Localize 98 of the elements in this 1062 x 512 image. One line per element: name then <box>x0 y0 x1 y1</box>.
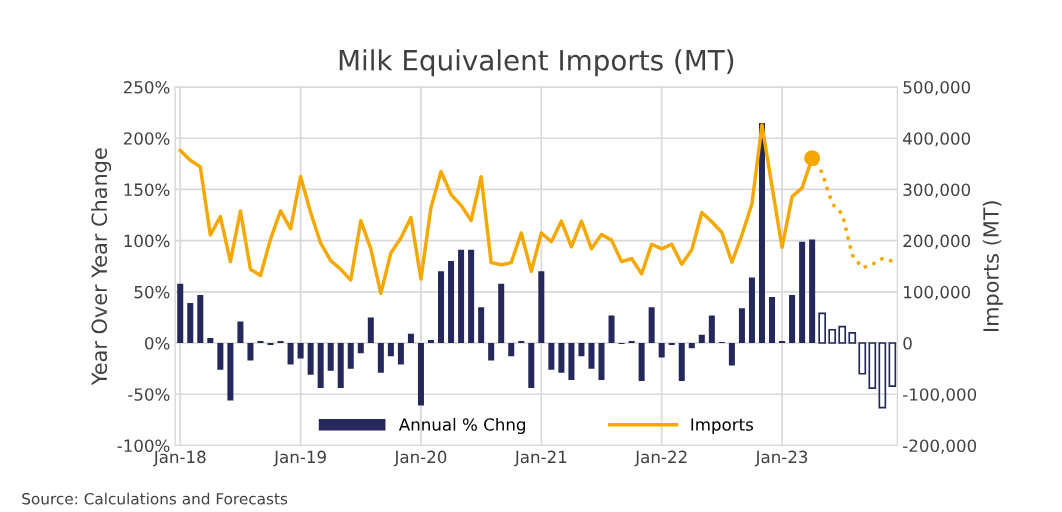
bar <box>277 340 284 344</box>
legend-label: Imports <box>691 418 754 435</box>
y-tick-label: -100% <box>117 439 170 453</box>
y-tick-label: 150% <box>124 183 170 197</box>
bar <box>628 340 635 344</box>
bar <box>638 343 645 381</box>
bar <box>327 343 334 371</box>
bar <box>588 343 595 369</box>
bar <box>548 343 555 370</box>
source-note: Source: Calculations and Forecasts <box>22 492 288 505</box>
bar <box>578 343 585 357</box>
bar <box>868 342 877 389</box>
chart-title: Milk Equivalent Imports (MT) <box>339 49 734 77</box>
bar <box>267 343 274 346</box>
x-tick-label: Jan-19 <box>273 450 326 467</box>
bar <box>558 343 565 373</box>
bar <box>458 249 465 344</box>
bar <box>387 343 394 357</box>
y2-tick-label: 400,000 <box>903 132 971 147</box>
legend-label: Annual % Chng <box>398 417 525 435</box>
bar <box>217 343 224 370</box>
bar <box>758 122 765 344</box>
x-tick-label: Jan-21 <box>514 450 567 467</box>
bar <box>407 333 414 344</box>
bar <box>337 343 344 389</box>
y2-tick-label: 0 <box>903 337 912 350</box>
bar <box>427 339 434 344</box>
bar <box>227 343 234 401</box>
y-axis-title: Year Over Year Change <box>90 148 112 386</box>
y-tick-label: 100% <box>124 234 170 248</box>
bar <box>818 312 827 344</box>
bar <box>478 307 485 344</box>
bar <box>799 241 806 344</box>
bar <box>809 239 816 344</box>
x-tick-label: Jan-22 <box>634 450 687 467</box>
y-tick-label: 250% <box>123 81 170 94</box>
bar <box>397 343 404 365</box>
bar <box>307 343 314 375</box>
bar <box>448 261 455 344</box>
y-tick-label: 50% <box>134 285 170 299</box>
bar <box>237 321 244 344</box>
bar <box>297 343 304 359</box>
y-tick-label: 200% <box>123 132 170 145</box>
x-tick-label: Jan-23 <box>754 450 808 467</box>
y2-tick-label: -100,000 <box>903 388 977 403</box>
bar <box>858 342 867 375</box>
bar <box>658 343 665 358</box>
bar <box>177 283 184 344</box>
y2-tick-label: 200,000 <box>903 234 971 249</box>
bar <box>848 331 857 344</box>
bar <box>728 343 735 366</box>
bar <box>488 343 495 361</box>
bar <box>367 317 374 344</box>
bar <box>317 343 324 389</box>
bar <box>247 343 254 361</box>
bar <box>598 343 605 380</box>
x-tick-label: Jan-18 <box>152 450 206 467</box>
bar <box>508 343 515 357</box>
bar <box>468 249 475 344</box>
y2-tick-label: 500,000 <box>903 81 971 96</box>
bar <box>438 271 445 344</box>
y2-axis-title: Imports (MT) <box>982 201 1003 331</box>
bar <box>287 343 294 365</box>
bar <box>187 303 194 344</box>
bar <box>568 343 575 380</box>
bar <box>708 315 715 344</box>
bar <box>668 343 675 346</box>
bar <box>347 343 354 369</box>
bar <box>648 307 655 344</box>
bar <box>688 343 695 349</box>
bar <box>888 342 897 387</box>
bar <box>498 283 505 344</box>
bar <box>769 296 776 344</box>
bar <box>518 340 525 344</box>
bar <box>748 277 755 344</box>
bar <box>528 343 535 389</box>
y2-tick-label: 100,000 <box>904 285 971 301</box>
bar <box>698 334 705 344</box>
x-tick-label: Jan-20 <box>393 450 447 467</box>
bar <box>738 308 745 344</box>
y-tick-label: 0% <box>145 337 170 350</box>
y-tick-label: -50% <box>128 388 170 401</box>
bar <box>417 343 424 406</box>
y2-tick-label: -200,000 <box>903 439 977 454</box>
bar <box>678 343 685 381</box>
bar <box>779 340 786 344</box>
bar <box>377 343 384 373</box>
bar <box>608 315 615 344</box>
bar <box>357 343 364 354</box>
bar <box>828 328 837 344</box>
bar <box>538 271 545 344</box>
bar <box>257 340 264 344</box>
bar <box>207 337 214 344</box>
y2-tick-label: 300,000 <box>903 183 971 198</box>
bar <box>878 342 887 409</box>
bar <box>838 325 847 344</box>
bar <box>789 294 796 344</box>
bar <box>197 294 204 344</box>
